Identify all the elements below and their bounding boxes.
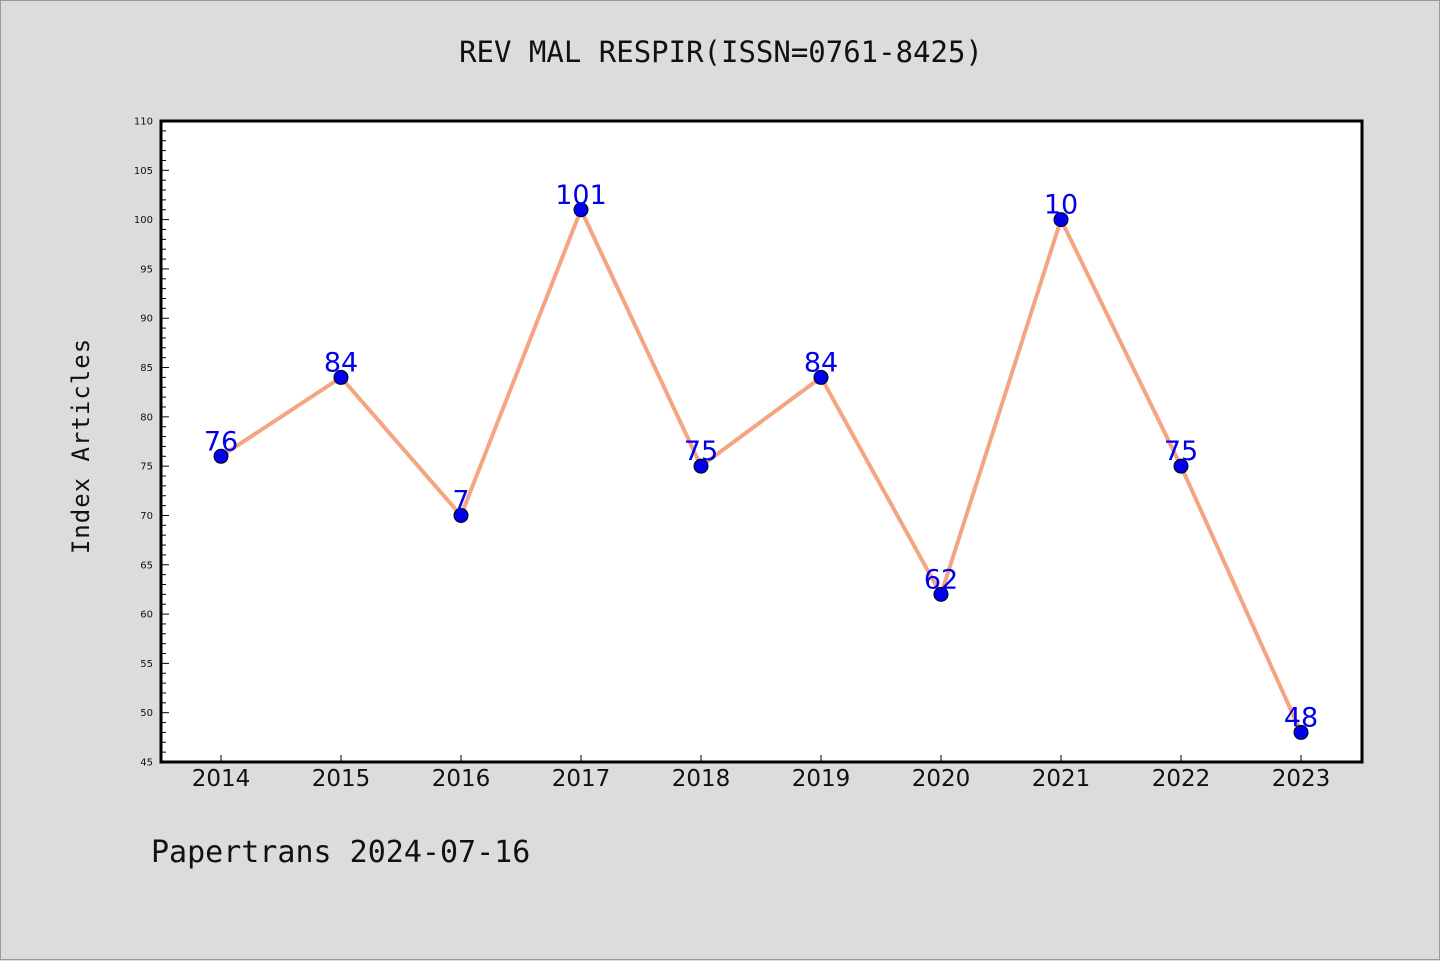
x-tick-label: 2016 [432, 766, 491, 792]
data-label: 75 [684, 436, 718, 467]
chart-title: REV MAL RESPIR(ISSN=0761-8425) [459, 35, 983, 69]
y-tick-label: 95 [140, 264, 153, 275]
series-line [219, 207, 1303, 734]
data-point [573, 202, 589, 218]
y-tick-label: 65 [140, 560, 153, 571]
y-tick-label: 60 [140, 610, 153, 621]
x-axis: 2014 2015 2016 2017 2018 2019 2020 2021 2022 2023 [192, 755, 1331, 792]
y-tick-label: 45 [140, 758, 153, 769]
data-label: 75 [1164, 436, 1198, 467]
x-tick-label: 2022 [1152, 766, 1211, 792]
y-tick-label: 70 [140, 511, 153, 522]
x-tick-label: 2020 [912, 766, 971, 792]
data-label: 101 [555, 180, 607, 211]
x-tick-label: 2019 [792, 766, 851, 792]
x-tick-label: 2014 [192, 766, 251, 792]
data-point [1293, 724, 1309, 740]
data-label: 7 [452, 485, 469, 516]
y-tick-label: 50 [140, 708, 153, 719]
series-layer: 76 84 7 101 75 84 62 10 75 48 [204, 180, 1318, 740]
y-tick-label: 110 [134, 117, 153, 128]
footer-credit: Papertrans 2024-07-16 [151, 835, 531, 870]
y-axis: 45 50 55 60 65 70 75 80 85 90 95 100 105 110 [134, 117, 169, 769]
data-label: 48 [1284, 702, 1318, 733]
data-point [213, 448, 229, 464]
data-point [1173, 458, 1189, 474]
data-label: 62 [924, 564, 958, 595]
data-label: 10 [1044, 190, 1078, 221]
data-point [1053, 212, 1069, 228]
x-tick-label: 2017 [552, 766, 611, 792]
y-tick-label: 105 [134, 166, 153, 177]
y-tick-label: 55 [140, 659, 153, 670]
y-tick-label: 85 [140, 363, 153, 374]
y-tick-label: 80 [140, 412, 153, 423]
data-label: 84 [324, 347, 358, 378]
data-point [813, 369, 829, 385]
y-tick-label: 90 [140, 314, 153, 325]
data-label: 76 [204, 426, 238, 457]
data-point [453, 507, 469, 523]
x-tick-label: 2015 [312, 766, 371, 792]
y-tick-label: 100 [134, 215, 153, 226]
y-tick-label: 75 [140, 462, 153, 473]
data-point [333, 369, 349, 385]
plot-area [159, 119, 1364, 764]
x-tick-label: 2021 [1032, 766, 1091, 792]
data-point [933, 586, 949, 602]
data-point [693, 458, 709, 474]
x-tick-label: 2023 [1272, 766, 1331, 792]
data-label: 84 [804, 347, 838, 378]
x-tick-label: 2018 [672, 766, 731, 792]
